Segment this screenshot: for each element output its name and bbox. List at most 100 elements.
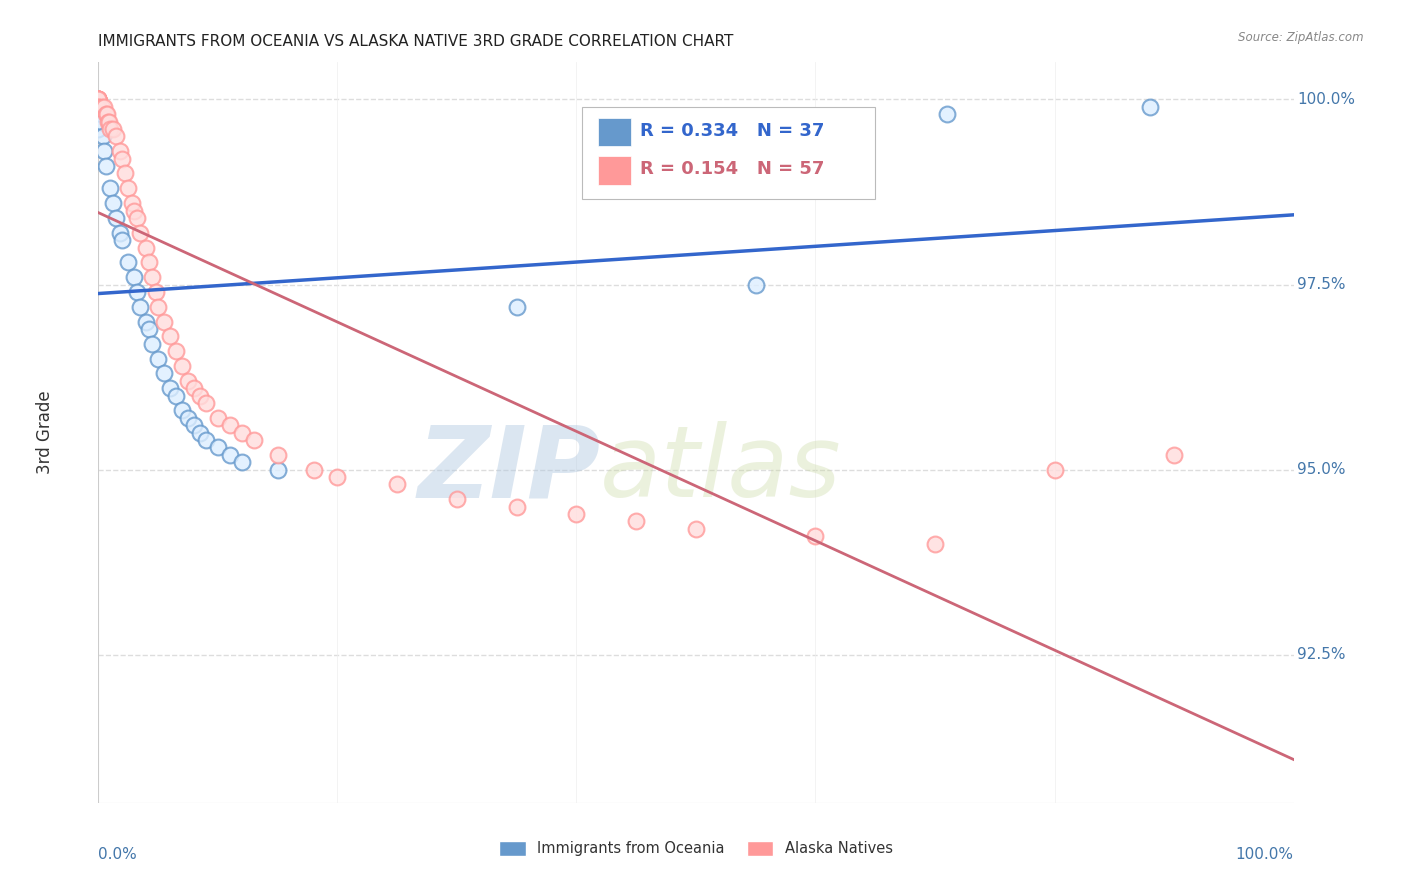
Point xyxy=(172,403,194,417)
Text: Source: ZipAtlas.com: Source: ZipAtlas.com xyxy=(1239,31,1364,45)
Point xyxy=(138,322,160,336)
Point xyxy=(87,100,110,114)
Point xyxy=(153,367,176,381)
Point xyxy=(129,300,152,314)
Point xyxy=(108,145,131,159)
Point xyxy=(87,92,110,106)
Point xyxy=(87,122,110,136)
Point xyxy=(1043,462,1066,476)
Point xyxy=(188,388,211,402)
Point xyxy=(87,92,110,106)
Text: 100.0%: 100.0% xyxy=(1236,847,1294,863)
Text: R = 0.154   N = 57: R = 0.154 N = 57 xyxy=(640,160,824,178)
Point xyxy=(177,410,200,425)
Point xyxy=(129,226,152,240)
Point xyxy=(117,181,139,195)
Point xyxy=(936,107,959,121)
Point xyxy=(98,181,122,195)
Point xyxy=(267,462,290,476)
Point xyxy=(145,285,167,299)
Text: 97.5%: 97.5% xyxy=(1298,277,1346,292)
Point xyxy=(91,100,114,114)
Point xyxy=(87,92,110,106)
Point xyxy=(125,285,148,299)
Point xyxy=(117,255,139,269)
Point xyxy=(302,462,325,476)
Text: 95.0%: 95.0% xyxy=(1298,462,1346,477)
Point xyxy=(231,425,253,440)
Point xyxy=(159,329,181,343)
Point xyxy=(172,359,194,373)
Point xyxy=(101,196,124,211)
Text: R = 0.334   N = 37: R = 0.334 N = 37 xyxy=(640,121,824,139)
Point xyxy=(207,441,229,455)
Point xyxy=(195,433,218,447)
Point xyxy=(183,418,205,433)
Point xyxy=(506,300,529,314)
Text: 3rd Grade: 3rd Grade xyxy=(35,391,53,475)
Point xyxy=(87,92,110,106)
Point xyxy=(87,92,110,106)
Text: 0.0%: 0.0% xyxy=(98,847,138,863)
Point xyxy=(105,129,128,144)
Text: 100.0%: 100.0% xyxy=(1298,92,1355,107)
Point xyxy=(165,344,187,359)
Point xyxy=(745,277,768,292)
Point xyxy=(87,92,110,106)
Point xyxy=(804,529,827,543)
Point xyxy=(626,515,648,529)
Text: ZIP: ZIP xyxy=(418,421,600,518)
Point xyxy=(87,92,110,106)
Point xyxy=(87,92,110,106)
Point xyxy=(96,107,118,121)
Point xyxy=(565,507,588,521)
Point xyxy=(93,100,115,114)
Point xyxy=(141,270,163,285)
Point xyxy=(148,351,170,366)
Point xyxy=(326,470,349,484)
Point xyxy=(183,381,205,395)
FancyBboxPatch shape xyxy=(598,118,631,146)
Point xyxy=(506,500,529,514)
Point xyxy=(207,410,229,425)
Point xyxy=(87,100,110,114)
Point xyxy=(114,166,136,180)
Point xyxy=(195,396,218,410)
Point xyxy=(94,159,117,173)
Point xyxy=(141,336,163,351)
Point xyxy=(124,270,146,285)
Point xyxy=(267,448,290,462)
Point xyxy=(165,388,187,402)
Point xyxy=(98,122,122,136)
Point xyxy=(138,255,160,269)
Point xyxy=(111,233,134,247)
Point xyxy=(219,418,242,433)
Point xyxy=(446,492,468,507)
Point xyxy=(91,129,114,144)
Point xyxy=(111,152,134,166)
Point xyxy=(93,145,115,159)
Point xyxy=(159,381,181,395)
FancyBboxPatch shape xyxy=(582,107,875,200)
Point xyxy=(101,122,124,136)
Point xyxy=(87,100,110,114)
Point xyxy=(685,522,707,536)
Point xyxy=(105,211,128,225)
Legend: Immigrants from Oceania, Alaska Natives: Immigrants from Oceania, Alaska Natives xyxy=(494,835,898,863)
Text: atlas: atlas xyxy=(600,421,842,518)
Point xyxy=(385,477,409,491)
Text: IMMIGRANTS FROM OCEANIA VS ALASKA NATIVE 3RD GRADE CORRELATION CHART: IMMIGRANTS FROM OCEANIA VS ALASKA NATIVE… xyxy=(98,34,734,49)
Point xyxy=(87,114,110,128)
Point xyxy=(924,536,946,550)
Point xyxy=(94,107,117,121)
Point xyxy=(153,314,176,328)
Text: 92.5%: 92.5% xyxy=(1298,648,1346,662)
Point xyxy=(219,448,242,462)
Point xyxy=(124,203,146,218)
Point xyxy=(91,114,114,128)
Point xyxy=(231,455,253,469)
Point xyxy=(177,374,200,388)
Point xyxy=(148,300,170,314)
Point xyxy=(135,240,157,254)
Point xyxy=(188,425,211,440)
